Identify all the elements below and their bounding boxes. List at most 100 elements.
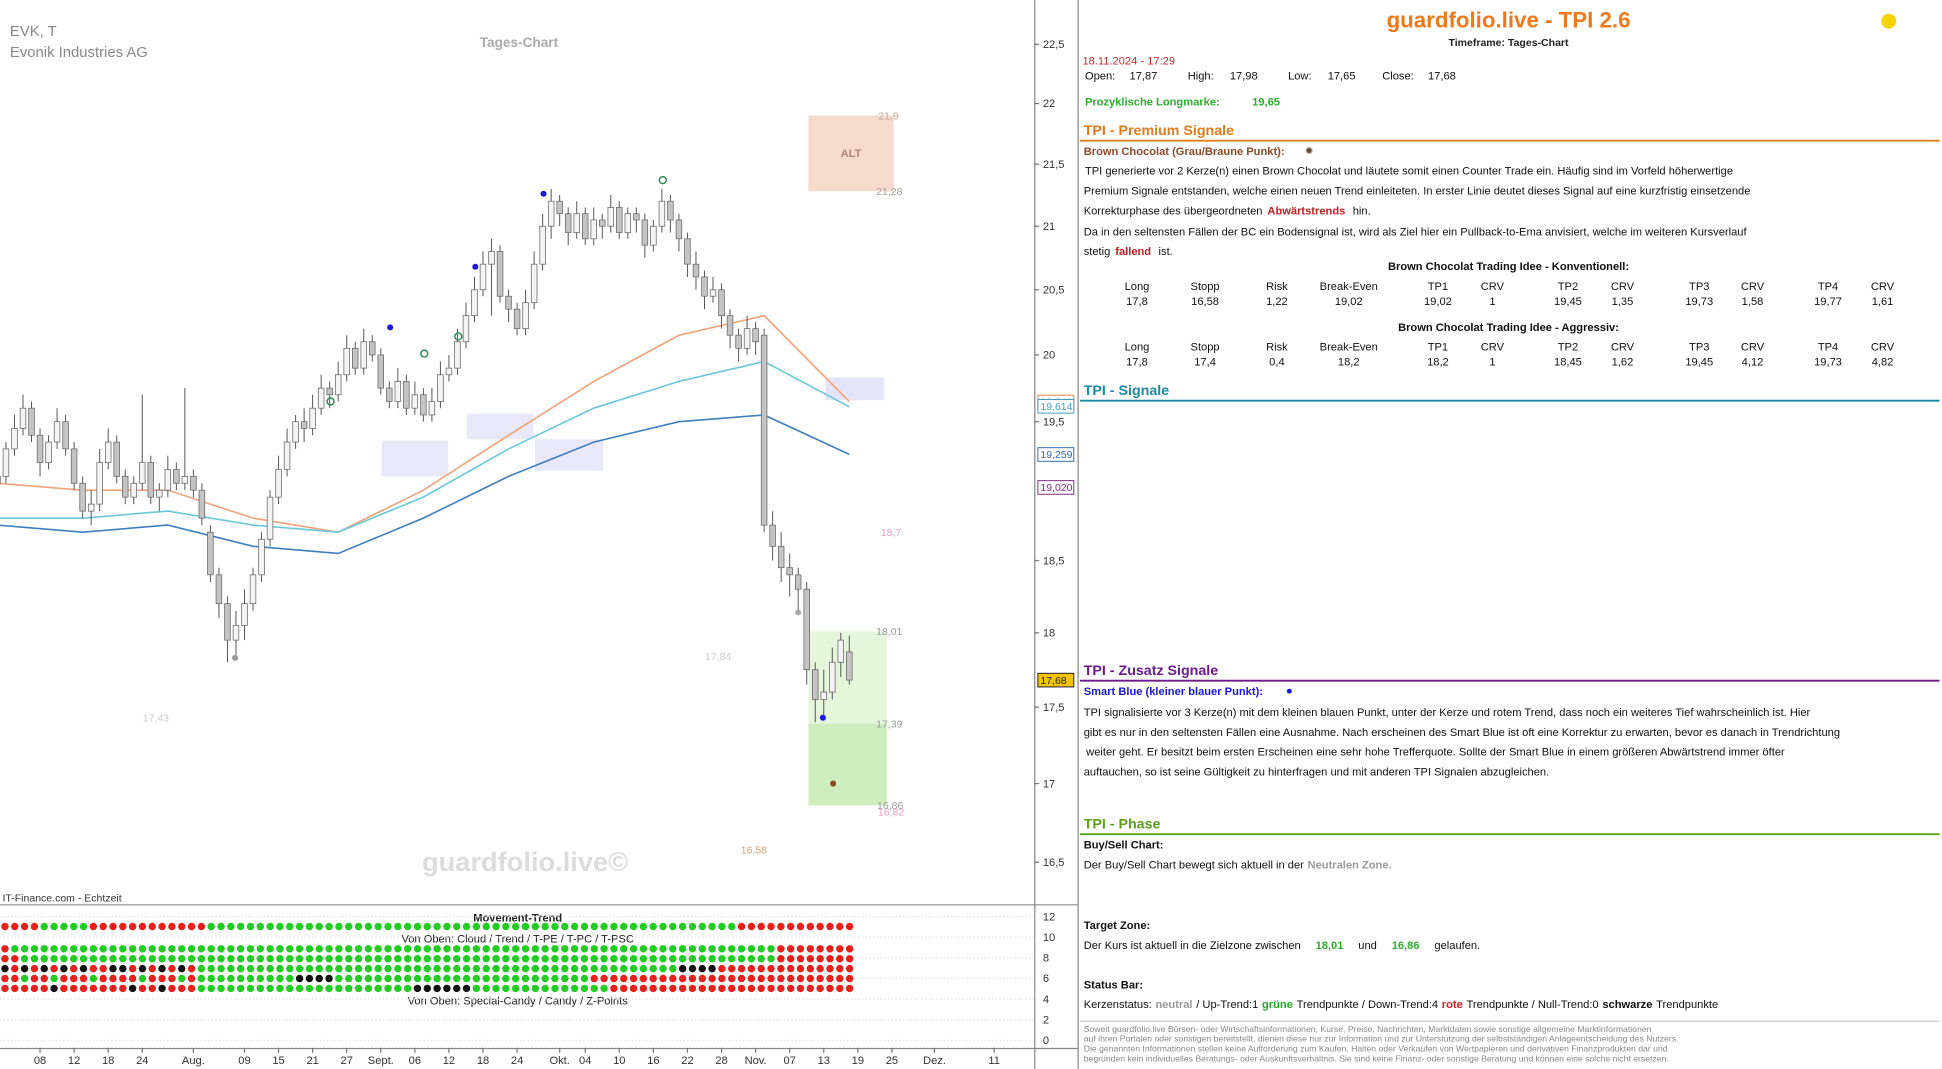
trend-dot bbox=[737, 984, 746, 993]
trend-dot bbox=[187, 974, 196, 983]
candle-body bbox=[718, 289, 725, 317]
trend-dot bbox=[453, 984, 461, 993]
trend-dot bbox=[20, 964, 29, 973]
trend-dot bbox=[236, 964, 245, 973]
candle-body bbox=[539, 225, 546, 265]
trend-dot bbox=[374, 984, 382, 993]
trend-dot bbox=[600, 954, 608, 963]
x-tick-label: 13 bbox=[818, 1055, 830, 1067]
candle-body bbox=[130, 482, 137, 498]
trend-dot bbox=[669, 984, 677, 993]
trend-dot bbox=[453, 974, 461, 983]
trend-dot bbox=[728, 954, 736, 963]
trend-dot bbox=[688, 974, 697, 983]
trend-dot bbox=[384, 954, 392, 963]
table-header: Risk bbox=[1266, 342, 1288, 354]
trend-dot bbox=[482, 984, 490, 993]
trend-dot bbox=[354, 984, 363, 993]
trend-dot bbox=[492, 964, 500, 973]
trend-dot bbox=[11, 922, 19, 931]
trend-dot bbox=[89, 964, 98, 973]
trend-dot bbox=[207, 954, 215, 963]
trend-dot bbox=[207, 964, 215, 973]
trend-dot bbox=[295, 984, 304, 993]
trend-dot bbox=[718, 954, 726, 963]
trend-dot bbox=[197, 945, 206, 953]
table-cell: 19,73 bbox=[1685, 296, 1713, 308]
trend-dot bbox=[590, 954, 598, 963]
candle-body bbox=[496, 251, 504, 297]
trend-dot bbox=[99, 922, 107, 931]
price-annotation: 17,84 bbox=[705, 651, 731, 663]
y-tick-label: 16,5 bbox=[1043, 857, 1065, 869]
trend-dot bbox=[109, 974, 117, 983]
trend-dot bbox=[99, 964, 107, 973]
candle-body bbox=[641, 219, 649, 246]
candle-body bbox=[420, 394, 427, 416]
trend-dot bbox=[50, 954, 58, 963]
section-heading: TPI - Premium Signale bbox=[1084, 123, 1234, 139]
trend-dot bbox=[99, 954, 107, 963]
trend-dot bbox=[639, 945, 648, 953]
text: / Up-Trend:1 bbox=[1196, 999, 1258, 1011]
trend-dot bbox=[698, 974, 706, 983]
trend-dot bbox=[50, 964, 58, 973]
trend-dot bbox=[158, 974, 166, 983]
trend-dot bbox=[796, 964, 805, 973]
y-tick-label: 21 bbox=[1043, 221, 1055, 233]
section-heading: TPI - Zusatz Signale bbox=[1084, 663, 1219, 679]
label: Close: bbox=[1382, 70, 1414, 82]
trend-dot bbox=[1, 945, 9, 953]
trend-dot bbox=[227, 922, 235, 931]
trend-dot bbox=[443, 974, 451, 983]
trend-dot bbox=[502, 945, 510, 953]
trend-dot bbox=[227, 954, 235, 963]
trend-dot bbox=[50, 984, 58, 993]
trend-dot bbox=[728, 984, 736, 993]
trend-dot bbox=[747, 984, 756, 993]
candle-body bbox=[701, 276, 708, 297]
label: Status Bar: bbox=[1084, 979, 1143, 991]
candle-body bbox=[96, 462, 103, 505]
value: 17,98 bbox=[1230, 70, 1258, 82]
trend-dot bbox=[639, 974, 648, 983]
trend-dot bbox=[128, 922, 137, 931]
candle-body bbox=[232, 625, 240, 641]
trend-dot bbox=[266, 922, 274, 931]
trend-dot bbox=[168, 984, 176, 993]
trend-dot bbox=[502, 964, 510, 973]
trend-dot bbox=[364, 984, 373, 993]
trend-dot bbox=[836, 984, 844, 993]
trend-dot bbox=[521, 945, 530, 953]
table-header: Long bbox=[1125, 342, 1150, 354]
text: und bbox=[1358, 940, 1377, 952]
table-title: Brown Chocolat Trading Idee - Aggressiv: bbox=[1398, 322, 1619, 334]
candle-body bbox=[471, 289, 478, 317]
trend-dot bbox=[718, 984, 726, 993]
trend-dot bbox=[207, 984, 215, 993]
trend-dot bbox=[286, 984, 294, 993]
section-heading: TPI - Signale bbox=[1084, 383, 1170, 399]
trend-dot bbox=[757, 922, 765, 931]
trend-dot bbox=[462, 945, 471, 953]
zone bbox=[381, 440, 449, 477]
candle-body bbox=[530, 263, 538, 304]
value: 17,87 bbox=[1130, 70, 1158, 82]
trend-dot bbox=[413, 964, 422, 973]
trend-dot bbox=[119, 964, 127, 973]
table-cell: 1,58 bbox=[1742, 296, 1764, 308]
table-header: CRV bbox=[1741, 342, 1765, 354]
trend-dot bbox=[286, 922, 294, 931]
trend-dot bbox=[639, 922, 648, 931]
trend-dot bbox=[806, 984, 815, 993]
price-tag bbox=[1037, 672, 1075, 688]
signal-name: Smart Blue (kleiner blauer Punkt): bbox=[1084, 686, 1263, 698]
trend-dot bbox=[236, 945, 245, 953]
trend-dot bbox=[148, 964, 156, 973]
trend-dot bbox=[158, 964, 166, 973]
trend-dot bbox=[521, 984, 530, 993]
candle-body bbox=[36, 434, 44, 463]
trend-dot bbox=[276, 974, 284, 983]
trend-dot bbox=[649, 954, 657, 963]
